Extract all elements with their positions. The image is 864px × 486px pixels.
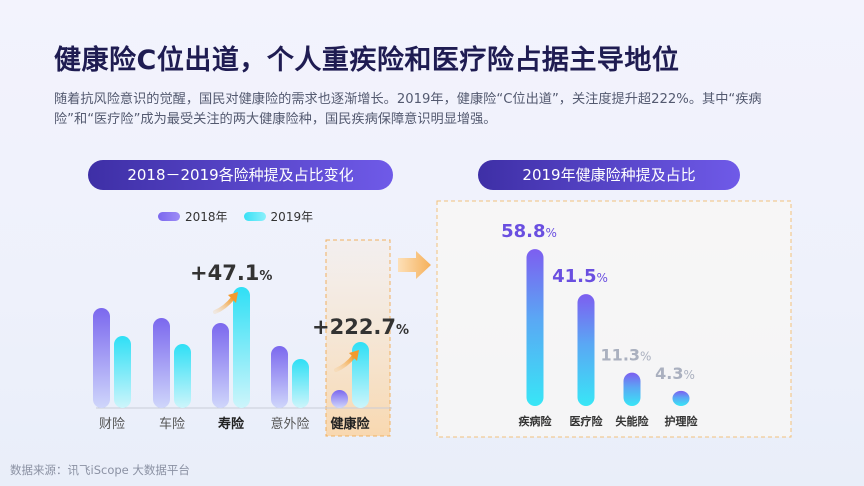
legend-item-2019: 2019年: [243, 208, 314, 225]
bar-车险-2019年: [174, 344, 191, 408]
legend-label-2019: 2019年: [270, 210, 314, 224]
bar-健康险-2018年: [331, 390, 348, 408]
right-chart-frame: [436, 200, 792, 438]
bar-寿险-2019年: [233, 287, 250, 408]
bar-护理险: [672, 390, 690, 406]
right-chart-title: 2019年健康险种提及占比: [478, 160, 740, 190]
left-chart-title: 2018－2019各险种提及占比变化: [88, 160, 393, 190]
bar-意外险-2018年: [271, 346, 288, 408]
category-label-财险: 财险: [99, 417, 125, 432]
legend-swatch-2018: [158, 212, 180, 221]
legend-swatch-2019: [243, 212, 266, 221]
bar-财险-2018年: [93, 308, 110, 408]
value-label-失能险: 11.3%: [601, 346, 652, 365]
category-label-疾病险: 疾病险: [519, 414, 553, 428]
page-subtitle: 随着抗风险意识的觉醒，国民对健康险的需求也逐渐增长。2019年，健康险“C位出道…: [54, 92, 762, 127]
page-title: 健康险C位出道，个人重疾险和医疗险占据主导地位: [54, 45, 680, 76]
legend: 2018年 2019年: [158, 208, 329, 225]
bar-车险-2018年: [153, 318, 170, 408]
bar-失能险: [623, 372, 641, 406]
transition-arrow-icon: [398, 251, 431, 279]
growth-arrow-icon: [213, 292, 238, 314]
category-label-意外险: 意外险: [270, 416, 309, 432]
bar-医疗险: [577, 294, 595, 406]
value-label-护理险: 4.3%: [655, 364, 695, 383]
growth-label-寿险: +47.1%: [190, 261, 272, 285]
category-label-寿险: 寿险: [218, 416, 245, 432]
growth-label-健康险: +222.7%: [312, 315, 409, 339]
growth-arrow-icon: [334, 350, 359, 372]
bar-意外险-2019年: [292, 359, 309, 408]
bar-寿险-2018年: [212, 323, 229, 408]
value-label-疾病险: 58.8%: [501, 221, 557, 242]
source-note: 数据来源：讯飞iScope 大数据平台: [10, 463, 190, 477]
category-label-医疗险: 医疗险: [570, 414, 604, 428]
legend-label-2018: 2018年: [185, 210, 228, 224]
category-label-护理险: 护理险: [665, 414, 699, 428]
category-label-车险: 车险: [159, 416, 185, 432]
legend-item-2018: 2018年: [158, 208, 228, 225]
bar-疾病险: [526, 249, 544, 406]
category-label-健康险: 健康险: [330, 416, 370, 432]
category-label-失能险: 失能险: [616, 414, 650, 428]
bar-财险-2019年: [114, 336, 131, 408]
value-label-医疗险: 41.5%: [552, 266, 608, 287]
